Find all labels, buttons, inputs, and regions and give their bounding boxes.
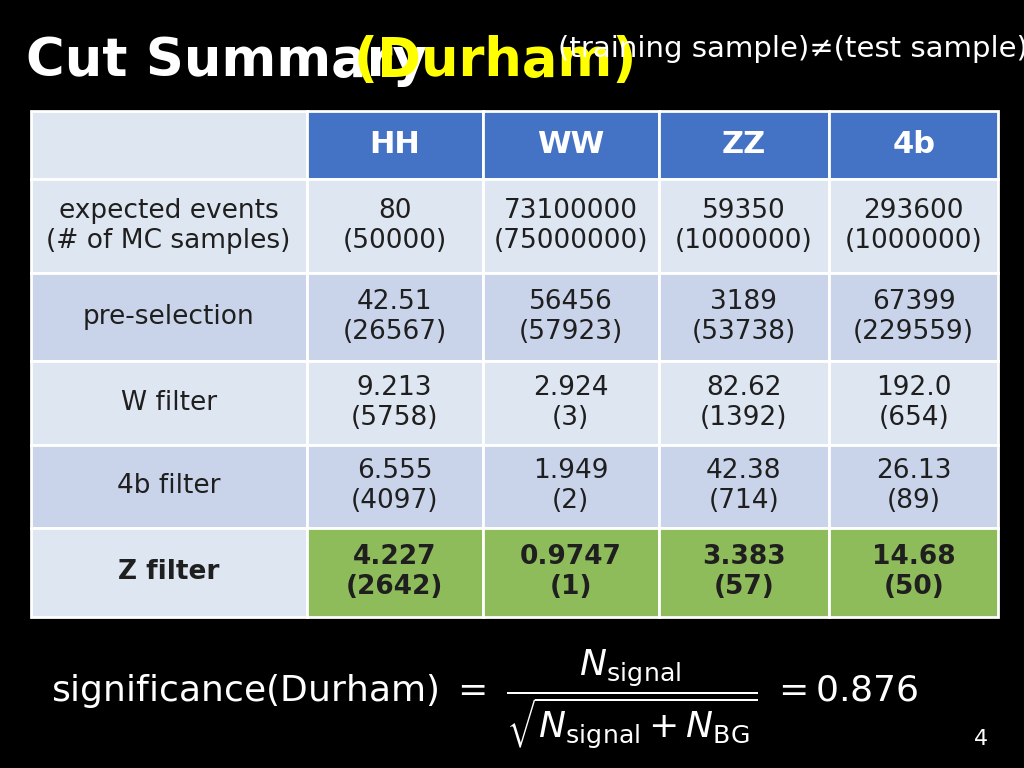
Text: 80
(50000): 80 (50000): [342, 197, 446, 253]
Text: expected events
(# of MC samples): expected events (# of MC samples): [46, 197, 291, 253]
Text: 82.62
(1392): 82.62 (1392): [700, 375, 787, 431]
Text: W filter: W filter: [121, 390, 217, 416]
Text: 26.13
(89): 26.13 (89): [876, 458, 951, 515]
Text: 0.9747
(1): 0.9747 (1): [520, 545, 622, 601]
Text: 192.0
(654): 192.0 (654): [876, 375, 951, 431]
Text: 293600
(1000000): 293600 (1000000): [845, 197, 983, 253]
Text: 14.68
(50): 14.68 (50): [871, 545, 955, 601]
Text: Cut Summary: Cut Summary: [26, 35, 426, 87]
Text: 3189
(53738): 3189 (53738): [692, 289, 796, 345]
Text: 4b filter: 4b filter: [117, 473, 220, 499]
Text: significance(Durham) $=$ $\dfrac{N_\mathrm{signal}}{\sqrt{N_\mathrm{signal}+N_\m: significance(Durham) $=$ $\dfrac{N_\math…: [51, 647, 919, 750]
Text: (Durham): (Durham): [353, 35, 637, 87]
Text: Z filter: Z filter: [118, 559, 219, 585]
Text: 6.555
(4097): 6.555 (4097): [351, 458, 438, 515]
Text: HH: HH: [370, 131, 420, 160]
Text: 2.924
(3): 2.924 (3): [532, 375, 608, 431]
Text: (training sample)≠(test sample): (training sample)≠(test sample): [558, 35, 1024, 62]
Text: 3.383
(57): 3.383 (57): [702, 545, 785, 601]
Text: 1.949
(2): 1.949 (2): [532, 458, 608, 515]
Text: WW: WW: [537, 131, 604, 160]
Text: ZZ: ZZ: [722, 131, 766, 160]
Text: 67399
(229559): 67399 (229559): [853, 289, 974, 345]
Text: 56456
(57923): 56456 (57923): [518, 289, 623, 345]
Text: pre-selection: pre-selection: [83, 304, 255, 330]
Text: 4: 4: [974, 729, 988, 749]
Text: 42.38
(714): 42.38 (714): [707, 458, 781, 515]
Text: 4b: 4b: [892, 131, 935, 160]
Text: 42.51
(26567): 42.51 (26567): [342, 289, 446, 345]
Text: 4.227
(2642): 4.227 (2642): [346, 545, 443, 601]
Text: 9.213
(5758): 9.213 (5758): [351, 375, 438, 431]
Text: 73100000
(75000000): 73100000 (75000000): [494, 197, 648, 253]
Text: 59350
(1000000): 59350 (1000000): [675, 197, 813, 253]
